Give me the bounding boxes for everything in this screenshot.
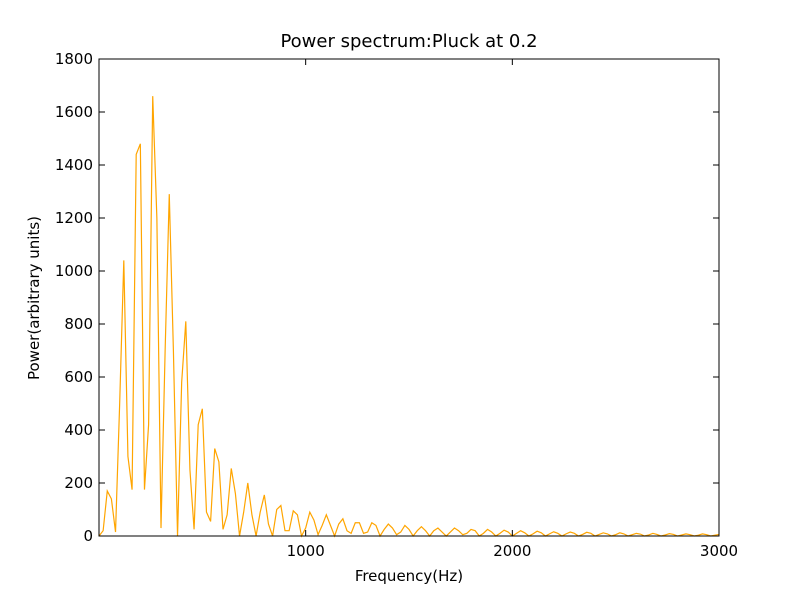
chart-title: Power spectrum:Pluck at 0.2 — [280, 31, 537, 52]
y-tick-label: 1800 — [55, 50, 93, 68]
data-line — [98, 96, 720, 538]
y-tick-label: 1000 — [55, 262, 93, 280]
y-tick-label: 1600 — [55, 103, 93, 121]
y-tick-label: 600 — [64, 368, 93, 386]
x-axis-label: Frequency(Hz) — [355, 567, 463, 585]
axes-frame — [98, 58, 720, 537]
x-tick-label: 3000 — [700, 542, 738, 560]
plot-area — [98, 96, 720, 538]
x-tick-label: 2000 — [493, 542, 531, 560]
y-tick-label: 1200 — [55, 209, 93, 227]
y-tick-label: 0 — [83, 527, 93, 545]
y-tick-label: 400 — [64, 421, 93, 439]
y-tick-label: 200 — [64, 474, 93, 492]
y-tick-label: 1400 — [55, 156, 93, 174]
x-tick-label: 1000 — [287, 542, 325, 560]
y-tick-label: 800 — [64, 315, 93, 333]
y-axis-label: Power(arbitrary units) — [25, 216, 43, 380]
